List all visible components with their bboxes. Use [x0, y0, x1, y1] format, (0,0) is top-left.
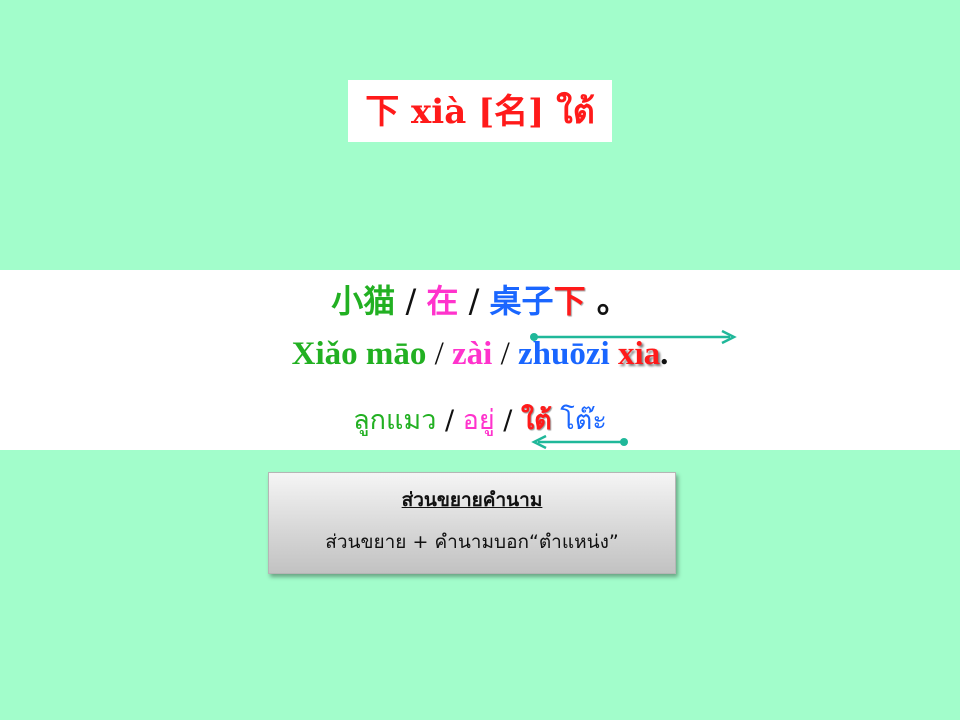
pinyin-object: zhuōzi [518, 336, 610, 372]
hanzi-object: 桌子 [489, 282, 554, 320]
note-body: ส่วนขยาย + คำนามบอก“ตำแหน่ง” [325, 531, 619, 553]
thai-separator: / [436, 405, 463, 436]
thai-separator: / [494, 405, 521, 436]
hanzi-period: 。 [585, 282, 629, 320]
hanzi-separator: / [458, 282, 490, 320]
thai-subject: ลูกแมว [353, 405, 437, 436]
pinyin-localizer: xia [617, 336, 661, 372]
pinyin-verb: zài [452, 336, 493, 372]
title-box: 下 xià [名] ใต้ [348, 80, 612, 142]
right-arrow [530, 329, 737, 345]
thai-object: โต๊ะ [560, 405, 607, 436]
title-text: 下 xià [名] ใต้ [365, 92, 595, 132]
pinyin-line: Xiǎo māo / zài / zhuōzi xia. [0, 336, 960, 373]
thai-verb: อยู่ [462, 405, 495, 436]
thai-line: ลูกแมว / อยู่ / ใต้ โต๊ะ [0, 398, 960, 441]
pinyin-subject: Xiǎo māo [291, 336, 427, 372]
hanzi-subject: 小猫 [331, 282, 396, 320]
note-title: ส่วนขยายคำนาม [401, 489, 543, 511]
pinyin-separator: / [426, 336, 453, 372]
hanzi-separator: / [395, 282, 427, 320]
hanzi-verb: 在 [426, 282, 459, 320]
hanzi-localizer: 下 [553, 282, 586, 320]
thai-localizer: ใต้ [520, 405, 552, 436]
hanzi-line: 小猫 / 在 / 桌子下 。 [0, 276, 960, 322]
left-arrow [531, 434, 628, 450]
example-band [0, 270, 960, 450]
pinyin-period: . [660, 336, 669, 372]
pinyin-separator: / [492, 336, 519, 372]
grammar-note-box: ส่วนขยายคำนาม ส่วนขยาย + คำนามบอก“ตำแหน่… [268, 472, 676, 574]
